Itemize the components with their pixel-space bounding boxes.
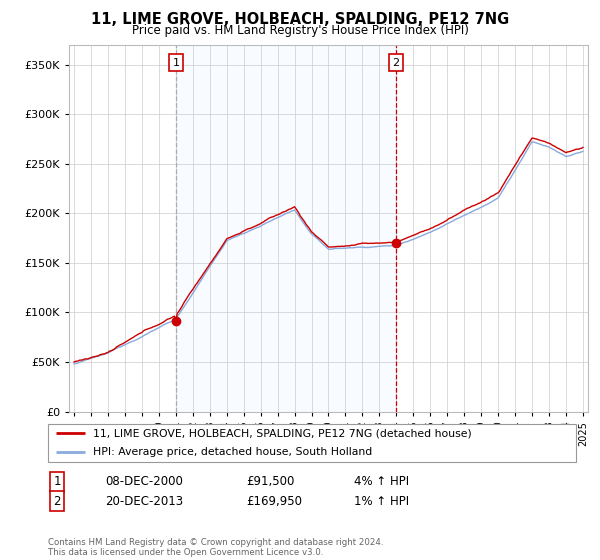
- Text: Contains HM Land Registry data © Crown copyright and database right 2024.
This d: Contains HM Land Registry data © Crown c…: [48, 538, 383, 557]
- Text: 11, LIME GROVE, HOLBEACH, SPALDING, PE12 7NG: 11, LIME GROVE, HOLBEACH, SPALDING, PE12…: [91, 12, 509, 27]
- Bar: [176, 45, 396, 412]
- Text: 20-DEC-2013: 20-DEC-2013: [105, 494, 183, 508]
- Text: 4% ↑ HPI: 4% ↑ HPI: [354, 475, 409, 488]
- Text: HPI: Average price, detached house, South Holland: HPI: Average price, detached house, Sout…: [93, 447, 372, 458]
- Text: £169,950: £169,950: [246, 494, 302, 508]
- Text: 11, LIME GROVE, HOLBEACH, SPALDING, PE12 7NG (detached house): 11, LIME GROVE, HOLBEACH, SPALDING, PE12…: [93, 428, 472, 438]
- Text: 2: 2: [53, 494, 61, 508]
- Text: 1: 1: [172, 58, 179, 68]
- Text: £91,500: £91,500: [246, 475, 295, 488]
- Text: 08-DEC-2000: 08-DEC-2000: [105, 475, 183, 488]
- Text: Price paid vs. HM Land Registry's House Price Index (HPI): Price paid vs. HM Land Registry's House …: [131, 24, 469, 36]
- Text: 1: 1: [53, 475, 61, 488]
- Text: 2: 2: [392, 58, 400, 68]
- Text: 1% ↑ HPI: 1% ↑ HPI: [354, 494, 409, 508]
